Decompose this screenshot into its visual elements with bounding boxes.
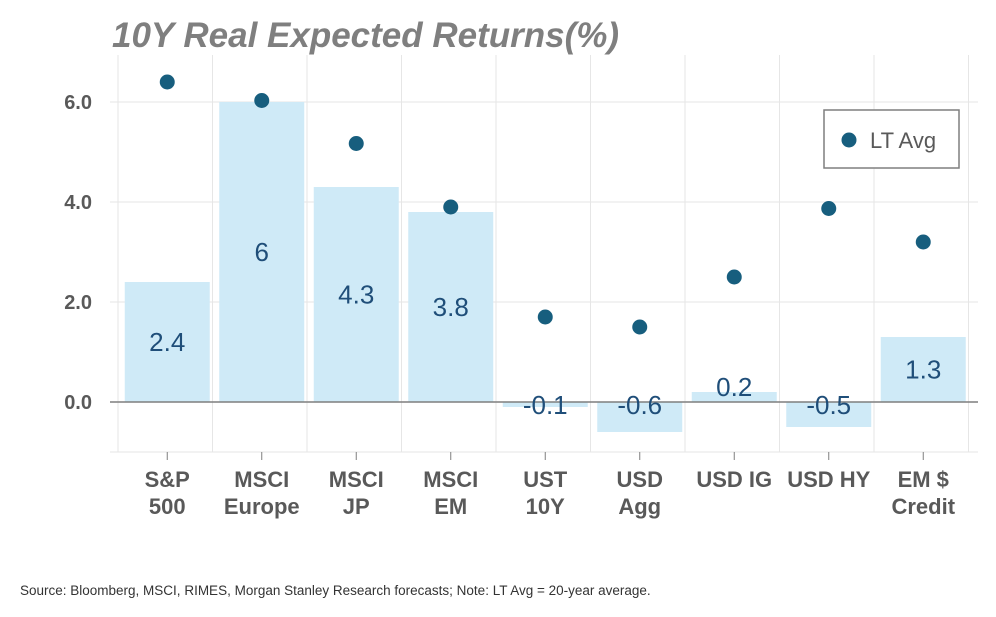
- bar-data-label: -0.6: [617, 390, 662, 420]
- bar: [124, 282, 210, 402]
- chart-svg: 0.0 2.0 4.0 6.0 S&P 500 MSCI Europe MSCI JP MSCI EM…: [64, 55, 978, 519]
- x-tick-label: MSCI JP: [329, 467, 384, 519]
- y-tick-label: 2.0: [64, 292, 92, 314]
- bar-data-label: -0.5: [806, 390, 851, 420]
- bar: [408, 212, 494, 402]
- chart-title: 10Y Real Expected Returns(%): [112, 16, 620, 55]
- bar-layer: [124, 102, 966, 432]
- lt-avg-point: [537, 309, 553, 325]
- x-tick-label: MSCI Europe: [224, 467, 300, 519]
- lt-avg-point: [632, 319, 648, 335]
- label-layer: 2.4 6 4.3 3.8 -0.1 -0.6 0.2 -0.5 1.3: [149, 237, 941, 420]
- x-tick-label: EM $ Credit: [891, 467, 955, 519]
- lt-avg-point: [915, 234, 931, 250]
- bar-data-label: 6: [255, 237, 269, 267]
- x-tick-label: UST 10Y: [523, 467, 568, 519]
- axis-layer: 0.0 2.0 4.0 6.0 S&P 500 MSCI Europe MSCI JP MSCI EM…: [64, 92, 978, 519]
- bar-data-label: 4.3: [338, 280, 374, 310]
- x-tick-label: S&P 500: [145, 467, 190, 519]
- bar: [502, 402, 588, 407]
- y-tick-label: 6.0: [64, 92, 92, 114]
- lt-avg-point: [348, 136, 364, 151]
- lt-avg-point: [821, 201, 837, 216]
- bar-data-label: -0.1: [523, 390, 568, 420]
- lt-avg-point: [443, 199, 459, 215]
- bar: [313, 187, 399, 402]
- legend-label: LT Avg: [870, 128, 936, 153]
- x-tick-label: USD IG: [696, 467, 772, 492]
- bar: [691, 392, 777, 402]
- bar-data-label: 2.4: [149, 327, 185, 357]
- bar-data-label: 1.3: [905, 355, 941, 385]
- x-tick-label: MSCI EM: [423, 467, 478, 519]
- lt-avg-point: [726, 269, 742, 285]
- legend: LT Avg: [823, 109, 960, 169]
- bar-data-label: 0.2: [716, 372, 752, 402]
- bar-data-label: 3.8: [433, 292, 469, 322]
- bar: [880, 337, 966, 402]
- source-footnote: Source: Bloomberg, MSCI, RIMES, Morgan S…: [20, 583, 651, 598]
- bar: [597, 402, 683, 432]
- lt-avg-point: [159, 74, 175, 90]
- x-tick-label: USD Agg: [617, 467, 663, 519]
- y-tick-label: 0.0: [64, 392, 92, 414]
- bar: [786, 402, 872, 427]
- bar: [219, 102, 305, 402]
- y-tick-label: 4.0: [64, 192, 92, 214]
- x-tick-label: USD HY: [787, 467, 870, 492]
- dot-layer: [159, 74, 931, 335]
- legend-marker: [841, 132, 857, 148]
- lt-avg-point: [254, 93, 270, 108]
